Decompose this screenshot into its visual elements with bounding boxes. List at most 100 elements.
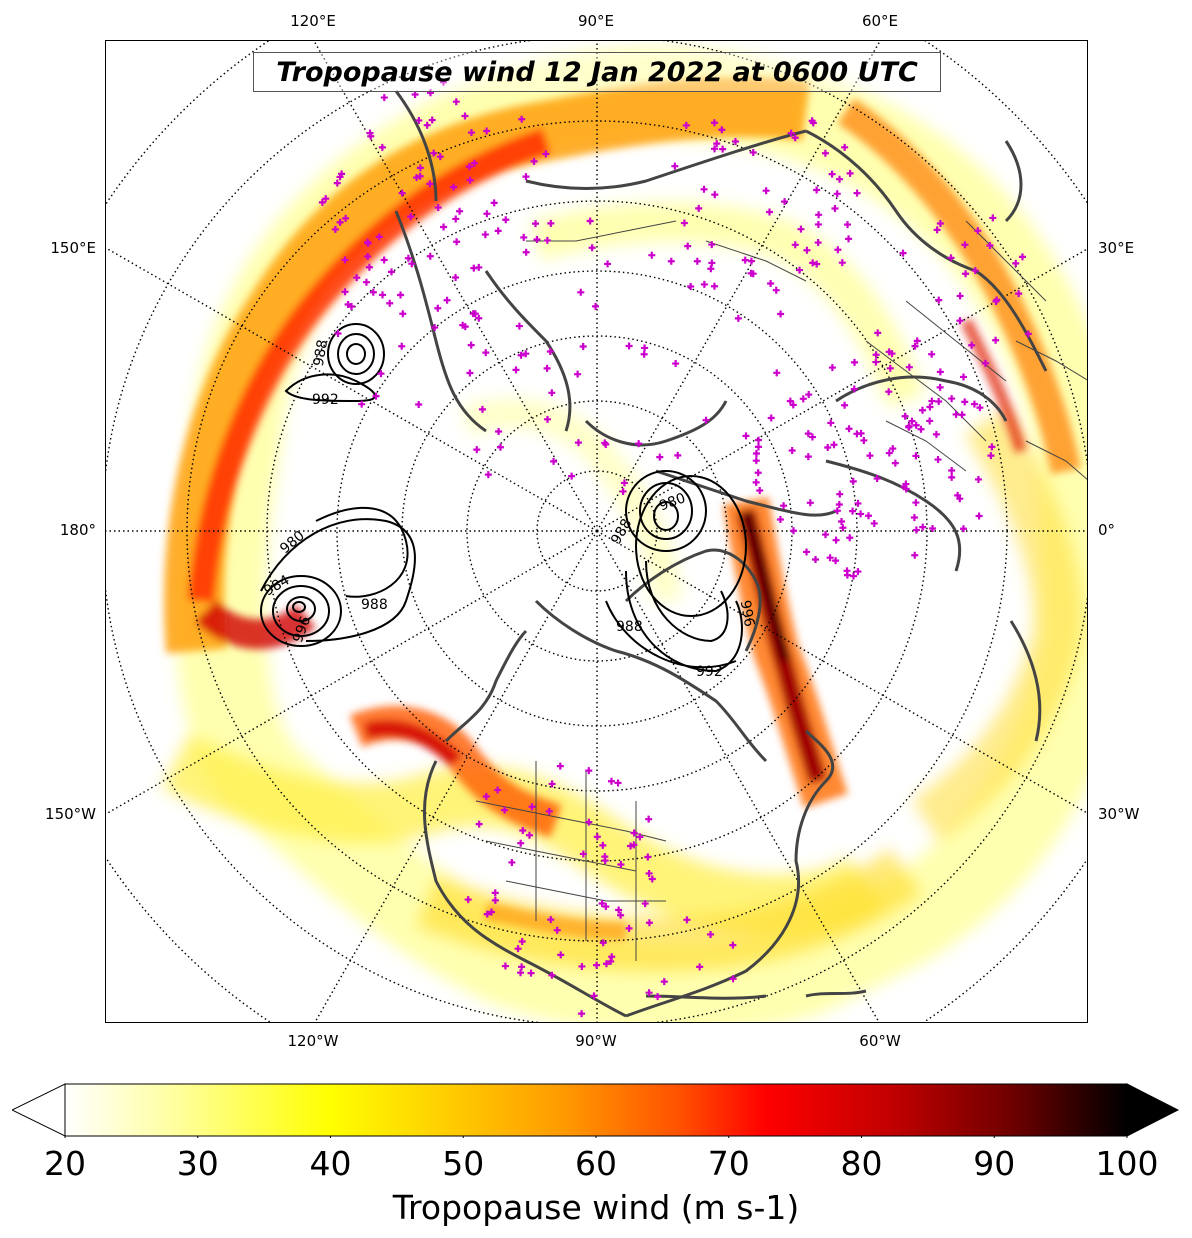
station-marker [767, 414, 775, 422]
station-marker [550, 457, 558, 465]
station-marker [341, 288, 349, 296]
station-marker [380, 256, 388, 264]
lon-label-150w: 150°W [45, 805, 96, 823]
station-marker [933, 226, 941, 234]
station-marker [407, 213, 415, 221]
station-marker [908, 417, 916, 425]
station-marker [588, 244, 596, 252]
station-marker [917, 425, 925, 433]
station-marker [453, 238, 461, 246]
station-marker [731, 138, 739, 146]
station-marker [754, 469, 762, 477]
station-marker [450, 183, 458, 191]
station-marker [615, 906, 623, 914]
station-marker [672, 360, 680, 368]
station-marker [932, 430, 940, 438]
station-marker [364, 253, 372, 261]
station-marker [475, 314, 483, 322]
station-marker [752, 478, 760, 486]
station-marker [399, 310, 407, 318]
station-marker [805, 391, 813, 399]
station-marker [667, 257, 675, 265]
station-marker [928, 350, 936, 358]
station-marker [836, 175, 844, 183]
station-marker [478, 405, 486, 413]
station-marker [430, 149, 438, 157]
station-marker [336, 218, 344, 226]
station-marker [841, 143, 849, 151]
station-marker [936, 383, 944, 391]
station-marker [491, 889, 499, 897]
station-marker [952, 410, 960, 418]
title-box: Tropopause wind 12 Jan 2022 at 0600 UTC [253, 52, 941, 92]
station-marker [461, 323, 469, 331]
colorbar-tick-label: 90 [973, 1144, 1016, 1183]
station-marker [682, 121, 690, 129]
station-marker [434, 204, 442, 212]
station-marker [604, 260, 612, 268]
station-marker [729, 975, 737, 983]
station-marker [804, 430, 812, 438]
station-marker [813, 186, 821, 194]
contour-label: 980 [657, 490, 688, 514]
station-marker [548, 780, 556, 788]
station-marker [671, 162, 679, 170]
station-marker [839, 524, 847, 532]
colorbar-tick-label: 80 [840, 1144, 883, 1183]
station-marker [544, 415, 552, 423]
station-marker [645, 869, 653, 877]
station-marker [962, 270, 970, 278]
station-marker [525, 831, 533, 839]
station-marker [640, 350, 648, 358]
station-marker [971, 267, 979, 275]
station-marker [518, 938, 526, 946]
station-marker [729, 941, 737, 949]
station-marker [854, 568, 862, 576]
station-marker [814, 239, 822, 247]
station-marker [483, 210, 491, 218]
station-marker [841, 401, 849, 409]
station-marker [574, 439, 582, 447]
station-marker [958, 411, 966, 419]
station-marker [518, 115, 526, 123]
station-marker [456, 207, 464, 215]
station-marker [602, 960, 610, 968]
station-marker [797, 225, 805, 233]
station-marker [341, 256, 349, 264]
station-marker [987, 452, 995, 460]
station-marker [872, 351, 880, 359]
station-marker [968, 341, 976, 349]
station-marker [545, 807, 553, 815]
pressure-contours [260, 323, 747, 673]
station-marker [518, 963, 526, 971]
station-marker [888, 350, 896, 358]
station-marker [936, 219, 944, 227]
station-marker [850, 572, 858, 580]
colorbar-tick-label: 50 [442, 1144, 485, 1183]
station-marker [832, 557, 840, 565]
station-marker [483, 127, 491, 135]
station-marker [711, 191, 719, 199]
country-borders [475, 220, 1087, 961]
station-marker [515, 322, 523, 330]
station-marker [719, 145, 727, 153]
colorbar-tick-label: 20 [44, 1144, 86, 1183]
polar-map: 992 988 980 984 988 996 992 988 980 988 … [106, 41, 1087, 1022]
station-marker [899, 249, 907, 257]
station-marker [756, 487, 764, 495]
station-marker [874, 329, 882, 337]
station-marker [362, 278, 370, 286]
station-marker [491, 896, 499, 904]
station-marker [475, 820, 483, 828]
station-marker [557, 951, 565, 959]
station-marker [644, 853, 652, 861]
station-marker [902, 480, 910, 488]
station-marker [834, 246, 842, 254]
colorbar-label: Tropopause wind (m s-1) [392, 1188, 800, 1227]
station-marker [961, 241, 969, 249]
station-marker [593, 961, 601, 969]
station-marker [517, 969, 525, 977]
station-marker [702, 416, 710, 424]
station-marker [850, 385, 858, 393]
station-marker [803, 548, 811, 556]
